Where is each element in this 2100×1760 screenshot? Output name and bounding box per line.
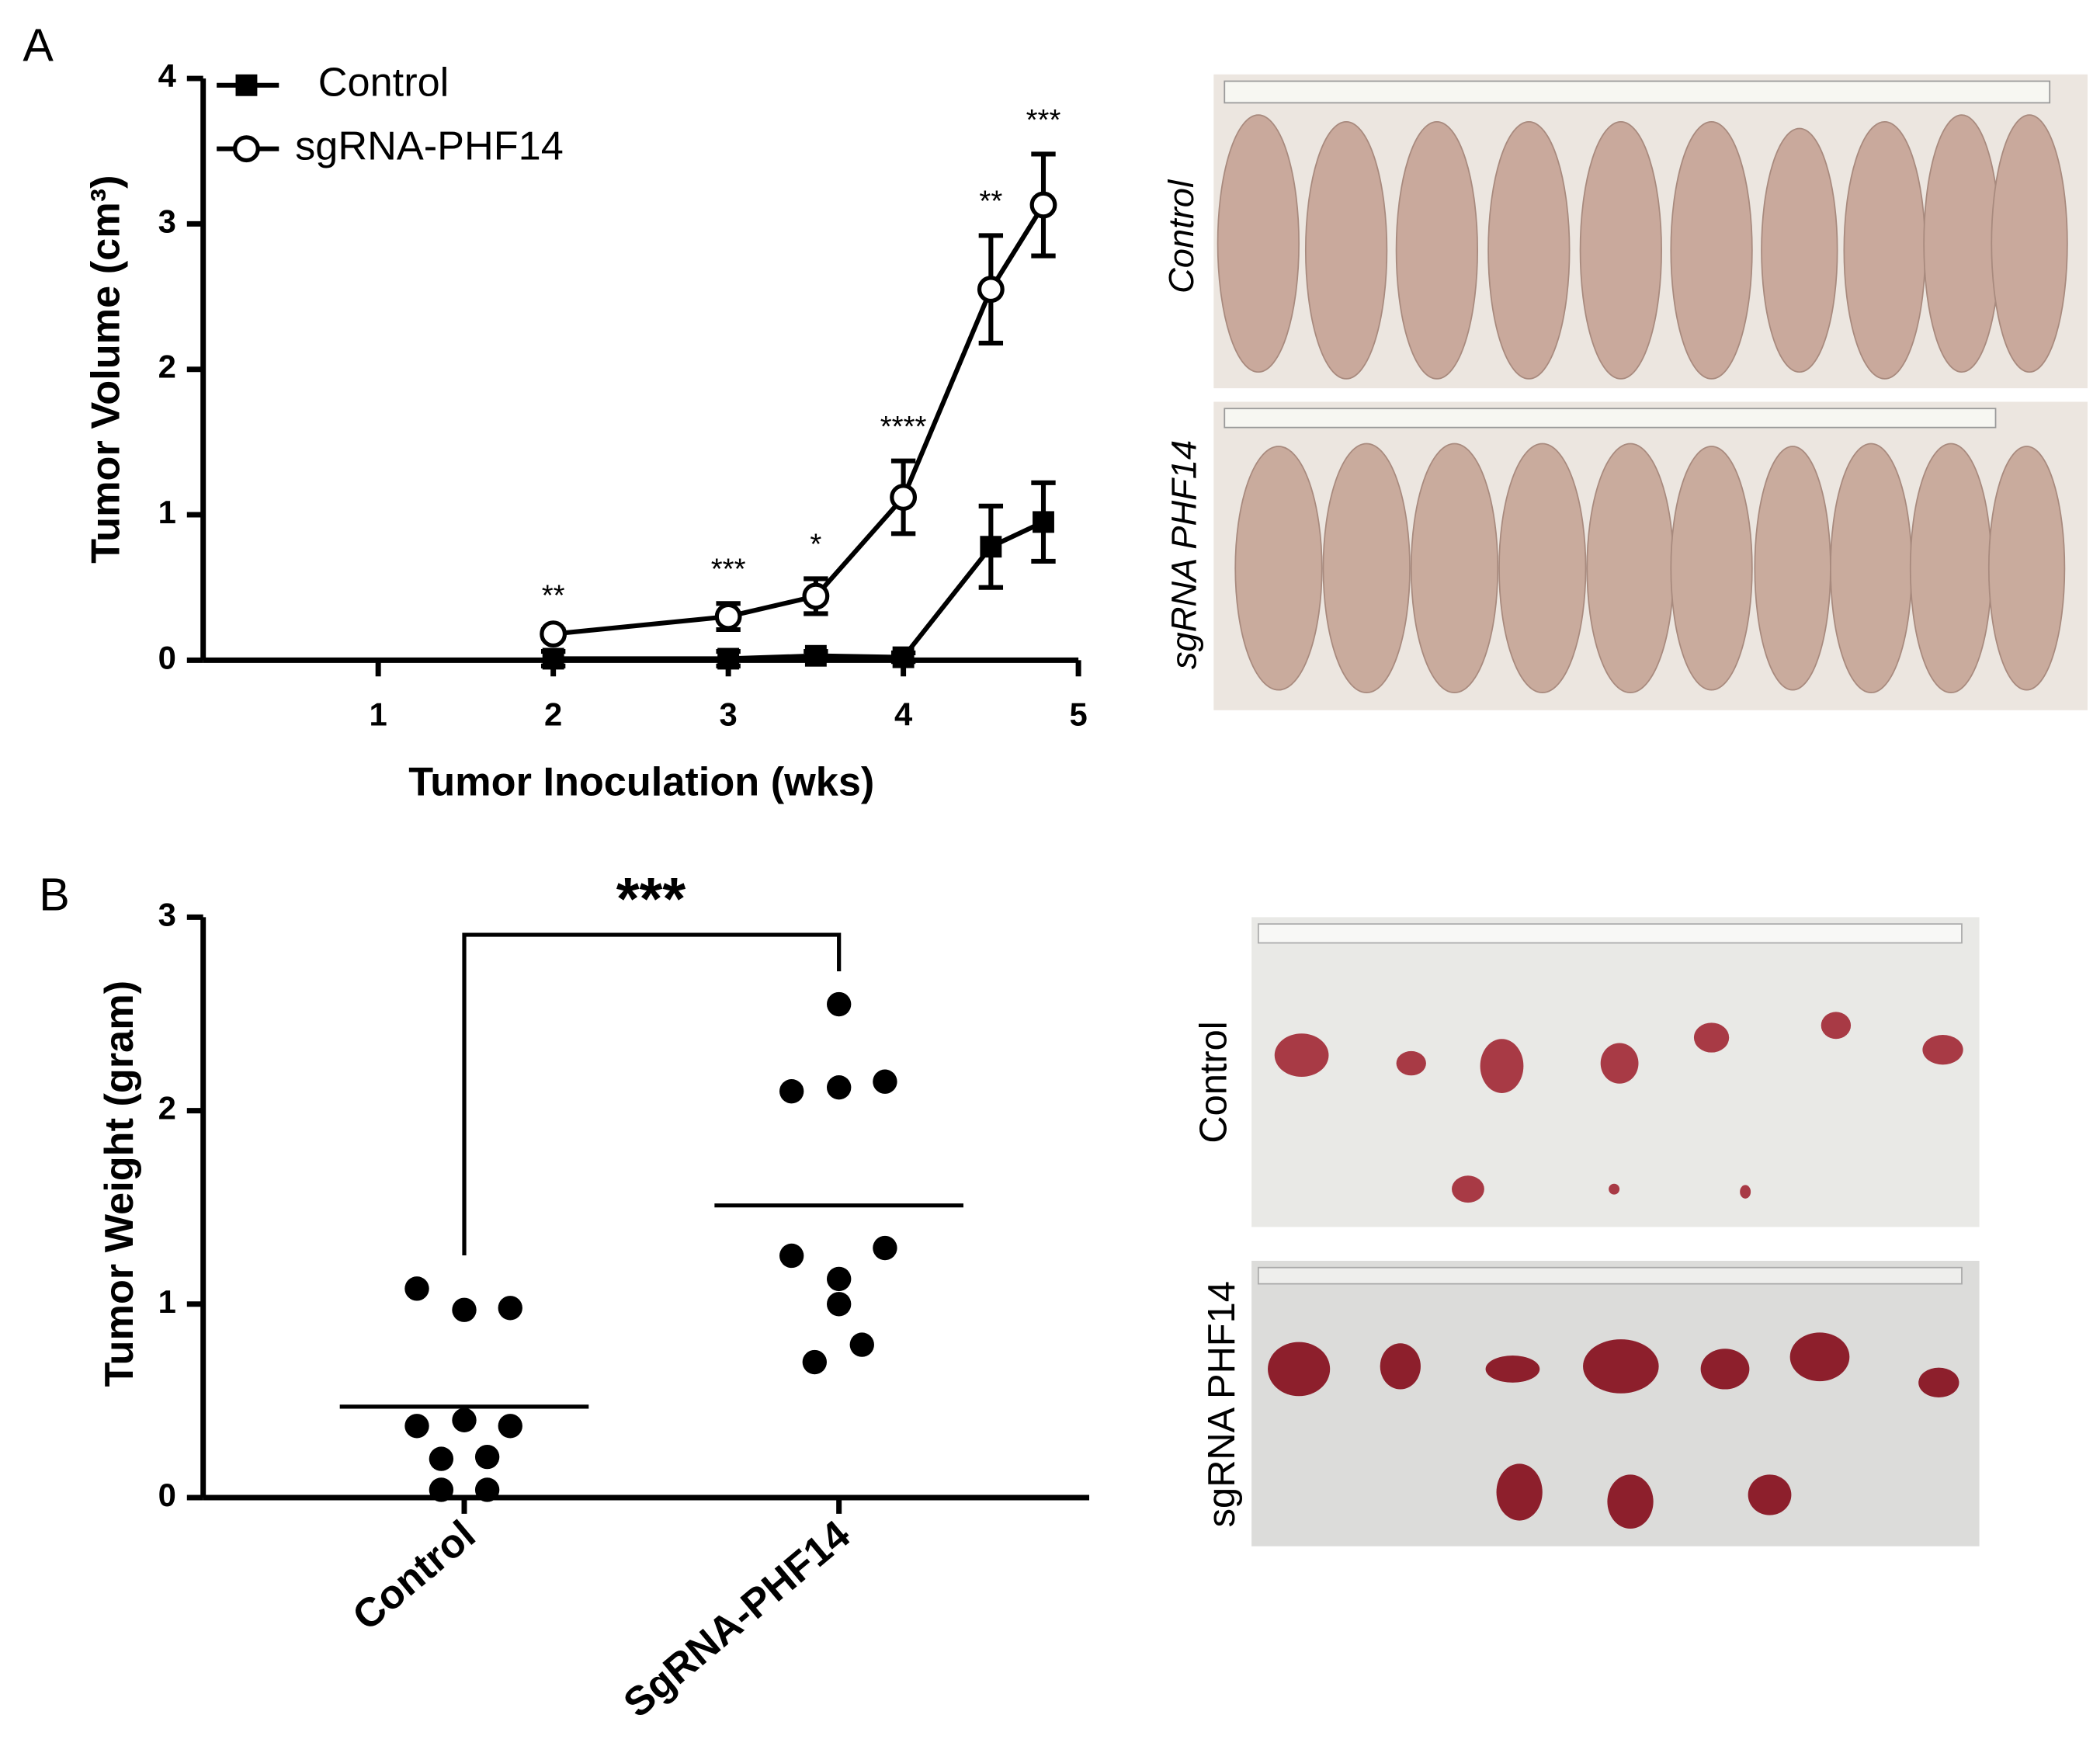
panel-label: B [39, 869, 70, 921]
y-tick-label: 0 [158, 639, 176, 675]
significance: ** [979, 185, 1002, 218]
dot [802, 1349, 827, 1375]
marker [542, 647, 564, 670]
dot [779, 1243, 804, 1269]
x-tick-label: 4 [894, 696, 913, 733]
dot [873, 1235, 897, 1261]
marker [890, 484, 918, 511]
significance: *** [616, 866, 686, 932]
dot [826, 1292, 852, 1317]
photo-tumors-control [1251, 917, 1980, 1227]
significance: *** [711, 553, 746, 586]
y-tick-label: 0 [158, 1477, 176, 1513]
y-tick-label: 3 [158, 203, 176, 239]
photo-mice-control [1213, 74, 2088, 389]
marker [717, 647, 740, 670]
y-axis-label: Tumor Volume (cm³) [84, 175, 129, 564]
x-tick-label: 2 [544, 696, 562, 733]
dot [849, 1332, 874, 1357]
y-tick-label: 1 [158, 1283, 176, 1320]
y-axis-label: Tumor Weight (gram) [97, 981, 142, 1387]
significance: * [810, 528, 821, 561]
marker [540, 620, 568, 648]
dot [429, 1446, 454, 1471]
dot [474, 1477, 500, 1502]
legend-marker [235, 74, 258, 96]
marker [1033, 511, 1054, 533]
photo-label: Control [1193, 1021, 1235, 1143]
significance: **** [880, 410, 927, 443]
legend-label: sgRNA-PHF14 [295, 123, 564, 168]
series-line [553, 203, 1046, 637]
y-tick-label: 4 [158, 57, 177, 94]
legend-marker [233, 135, 260, 163]
dot [826, 1266, 852, 1292]
dot [452, 1408, 477, 1432]
marker [804, 644, 827, 667]
y-tick-label: 3 [158, 896, 176, 932]
dot [429, 1477, 454, 1502]
photo-label: sgRNA PHF14 [1201, 1281, 1243, 1527]
significance: *** [1026, 103, 1061, 137]
x-tick-label: 5 [1069, 696, 1087, 733]
marker [714, 602, 742, 630]
photo-tumors-sgrna [1251, 1261, 1980, 1547]
marker [980, 536, 1002, 558]
marker [802, 582, 830, 610]
photo-label: sgRNA PHF14 [1164, 440, 1203, 669]
dot [826, 1075, 852, 1100]
dot [474, 1444, 500, 1470]
marker [892, 646, 915, 668]
x-tick-label: 3 [719, 696, 737, 733]
x-tick-label: 1 [370, 696, 387, 733]
legend-label: Control [318, 61, 450, 106]
marker [1029, 191, 1057, 219]
dot [452, 1297, 477, 1322]
dot [404, 1276, 429, 1301]
photo-mice-sgrna [1213, 401, 2088, 710]
marker [977, 276, 1005, 304]
dot [498, 1414, 522, 1439]
dot [498, 1296, 522, 1321]
significance: ** [542, 578, 565, 612]
panel-label: A [23, 19, 54, 71]
dot [873, 1069, 897, 1094]
dot [404, 1414, 429, 1439]
photo-label: Control [1161, 179, 1201, 293]
significance-bracket [462, 932, 842, 1256]
y-tick-label: 2 [158, 349, 176, 385]
y-tick-label: 2 [158, 1090, 176, 1126]
x-axis-label: Tumor Inoculation (wks) [408, 759, 874, 804]
y-tick-label: 1 [158, 494, 176, 530]
dot [779, 1078, 804, 1104]
dot [826, 991, 852, 1017]
